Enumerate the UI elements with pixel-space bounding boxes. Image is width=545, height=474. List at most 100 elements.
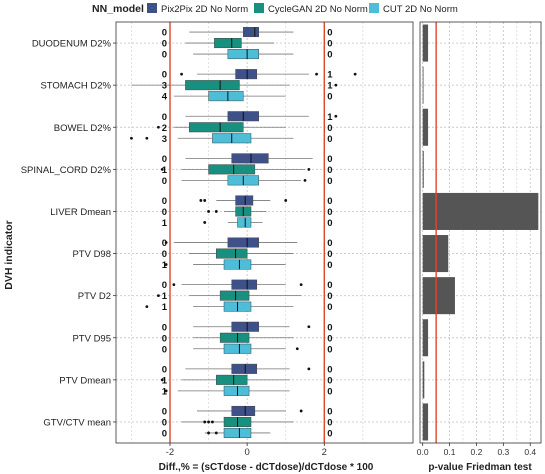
outlier-count-left: 0 bbox=[162, 70, 167, 81]
box bbox=[231, 279, 258, 290]
outlier-count-right: 0 bbox=[327, 406, 332, 417]
outlier-point bbox=[164, 263, 168, 266]
outlier-count-left: 0 bbox=[162, 428, 167, 439]
outlier-point bbox=[303, 178, 307, 182]
y-tick-label: GTV/CTV mean bbox=[43, 417, 111, 428]
pvalue-bar bbox=[422, 108, 429, 146]
outlier-count-left: 3 bbox=[162, 134, 167, 145]
outlier-count-right: 0 bbox=[327, 50, 332, 61]
outlier-count-right: 0 bbox=[327, 249, 332, 260]
x-tick-label: 0 bbox=[244, 447, 249, 458]
box bbox=[235, 195, 254, 206]
outlier-count-right: 0 bbox=[327, 28, 332, 39]
outlier-point bbox=[207, 210, 210, 213]
pvalue-bar bbox=[422, 150, 424, 188]
outlier-count-left: 0 bbox=[162, 176, 167, 187]
box bbox=[223, 385, 250, 396]
outlier-count-right: 0 bbox=[327, 291, 332, 302]
outlier-point bbox=[157, 294, 160, 298]
outlier-point bbox=[284, 199, 288, 202]
outlier-count-right: 0 bbox=[327, 333, 332, 344]
outlier-count-right: 0 bbox=[327, 207, 332, 218]
outlier-point bbox=[214, 210, 218, 213]
plot-frame bbox=[419, 21, 542, 444]
outlier-count-right: 0 bbox=[327, 154, 332, 165]
box bbox=[243, 27, 259, 38]
outlier-point bbox=[199, 199, 203, 202]
outlier-count-right: 0 bbox=[327, 322, 332, 333]
outlier-point bbox=[207, 431, 210, 435]
x-tick-label: 2 bbox=[322, 447, 327, 458]
box bbox=[231, 321, 259, 332]
outlier-count-left: 4 bbox=[162, 92, 168, 103]
outlier-count-left: 0 bbox=[162, 280, 167, 291]
x-tick-label: 0.4 bbox=[524, 447, 536, 457]
outlier-count-right: 0 bbox=[327, 218, 332, 229]
pvalue-panel: 0.0 0.1 0.2 0.3 0.4 bbox=[417, 21, 542, 457]
legend-group: NN_model Pix2Pix 2D No Norm CycleGAN 2D N… bbox=[92, 3, 458, 15]
outlier-count-right: 0 bbox=[327, 375, 332, 386]
outlier-count-left: 0 bbox=[162, 196, 167, 207]
outlier-count-left: 0 bbox=[162, 154, 167, 165]
y-tick-label: PTV Dmean bbox=[59, 375, 111, 386]
outlier-point bbox=[164, 389, 168, 393]
x-tick-label: 0.1 bbox=[444, 447, 456, 457]
outlier-count-right: 1 bbox=[327, 81, 333, 92]
x-tick-label: 0.0 bbox=[417, 447, 429, 457]
outlier-point bbox=[307, 325, 311, 329]
y-tick-label: DUODENUM D2% bbox=[32, 39, 112, 50]
outlier-count-left: 0 bbox=[162, 322, 167, 333]
outlier-count-right: 0 bbox=[327, 260, 332, 271]
outlier-count-right: 0 bbox=[327, 92, 332, 103]
outlier-count-left: 0 bbox=[162, 39, 167, 50]
outlier-count-left: 1 bbox=[162, 375, 168, 386]
outlier-point bbox=[211, 420, 214, 424]
outlier-count-right: 0 bbox=[327, 364, 332, 375]
box bbox=[208, 164, 256, 175]
plot-background bbox=[420, 22, 541, 443]
outlier-point bbox=[145, 305, 149, 309]
outlier-count-left: 0 bbox=[162, 112, 167, 123]
outlier-count-left: 0 bbox=[162, 50, 167, 61]
legend-swatch bbox=[369, 3, 379, 13]
legend-swatch bbox=[147, 3, 157, 13]
outlier-point bbox=[334, 83, 338, 87]
box bbox=[219, 332, 250, 343]
outlier-count-left: 0 bbox=[162, 406, 167, 417]
box bbox=[223, 427, 252, 438]
box bbox=[235, 69, 258, 80]
outlier-count-right: 0 bbox=[327, 238, 332, 249]
outlier-count-left: 0 bbox=[162, 364, 167, 375]
outlier-count-right: 0 bbox=[327, 428, 332, 439]
outlier-point bbox=[299, 283, 303, 287]
outlier-count-right: 1 bbox=[327, 70, 333, 81]
box bbox=[223, 259, 252, 270]
outlier-count-left: 1 bbox=[162, 260, 168, 271]
outlier-count-right: 0 bbox=[327, 123, 332, 134]
outlier-point bbox=[207, 420, 210, 424]
box bbox=[227, 49, 259, 60]
box bbox=[237, 217, 252, 228]
legend-label: CUT 2D No Norm bbox=[383, 4, 458, 15]
legend-swatch bbox=[254, 3, 264, 13]
plot-frame bbox=[115, 21, 414, 444]
box bbox=[214, 38, 242, 49]
outlier-count-right: 0 bbox=[327, 134, 332, 145]
outlier-point bbox=[130, 136, 133, 140]
box bbox=[219, 290, 250, 301]
plot-background bbox=[116, 22, 413, 443]
pvalue-bar bbox=[422, 361, 425, 399]
pvalue-bar bbox=[422, 66, 424, 104]
box bbox=[231, 153, 269, 164]
box bbox=[223, 343, 252, 354]
outlier-point bbox=[353, 72, 357, 76]
outlier-count-left: 1 bbox=[162, 302, 168, 313]
pvalue-bar bbox=[422, 403, 429, 441]
outlier-point bbox=[172, 283, 176, 287]
outlier-point bbox=[307, 167, 311, 171]
outlier-count-right: 0 bbox=[327, 417, 332, 428]
outlier-count-left: 0 bbox=[162, 249, 167, 260]
outlier-count-left: 1 bbox=[162, 291, 168, 302]
outlier-count-right: 0 bbox=[327, 344, 332, 355]
pvalue-bar bbox=[422, 24, 429, 62]
